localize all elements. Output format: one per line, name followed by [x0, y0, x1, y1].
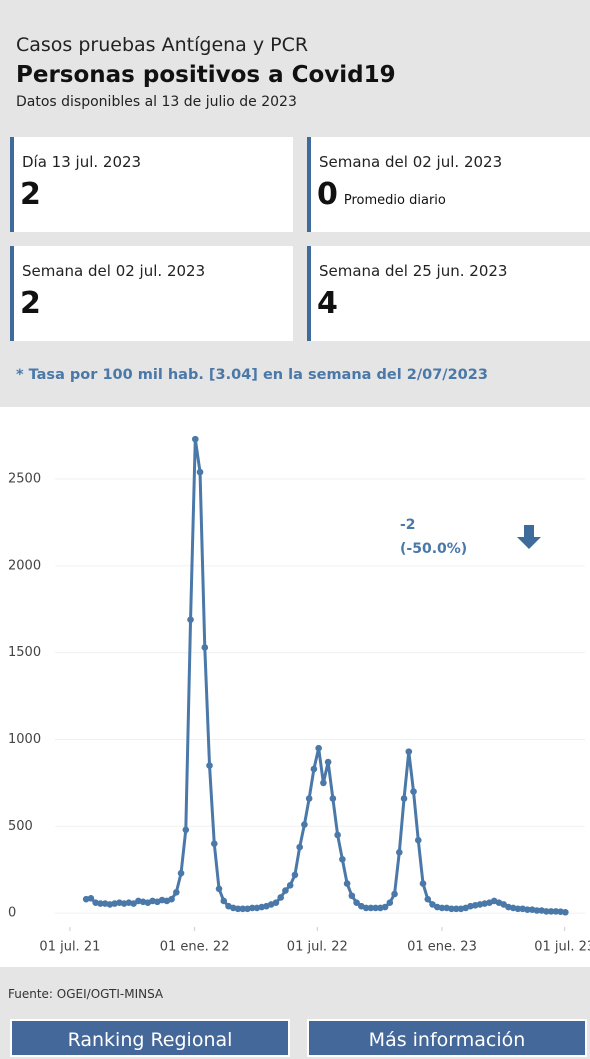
y-tick-label: 1500 — [8, 645, 41, 660]
card-value: 0 — [317, 177, 338, 212]
point — [291, 871, 299, 879]
point — [286, 882, 294, 889]
point — [562, 908, 569, 916]
source: Fuente: OGEI/OGTI-MINSA — [8, 987, 164, 1001]
card: Semana del 02 jul. 2023 0 Promedio diario — [307, 137, 590, 232]
card: Día 13 jul. 2023 2 — [10, 137, 293, 232]
point — [367, 904, 375, 912]
x-tick-label: 01 jul. 23 — [534, 940, 590, 955]
point — [201, 644, 209, 651]
card-label: Día 13 jul. 2023 — [22, 153, 142, 171]
point — [424, 895, 432, 903]
point — [177, 869, 185, 877]
point — [329, 795, 337, 802]
point — [334, 831, 341, 839]
point — [452, 905, 460, 913]
point — [215, 885, 223, 893]
point — [187, 616, 194, 623]
point — [272, 899, 280, 906]
chart: -2 (-50.0%) 0 500 1000 1500 2000 2500 01 jul. … — [0, 407, 590, 967]
point — [438, 904, 446, 912]
point — [234, 905, 242, 913]
point — [173, 888, 180, 896]
point — [182, 826, 190, 834]
point — [414, 836, 422, 844]
point — [448, 905, 455, 913]
point — [348, 892, 356, 900]
point — [282, 887, 289, 894]
point — [514, 905, 522, 913]
point — [362, 904, 370, 912]
card-label: Semana del 02 jul. 2023 — [22, 262, 206, 280]
y-tick-label: 500 — [8, 819, 33, 834]
card: Semana del 02 jul. 2023 2 — [10, 246, 293, 341]
y-tick-label: 0 — [8, 906, 16, 921]
point — [239, 905, 247, 913]
y-tick-label: 1000 — [8, 732, 41, 747]
card-label: Semana del 25 jun. 2023 — [319, 262, 508, 280]
point — [320, 779, 327, 787]
x-tick-label: 01 jul. 21 — [39, 940, 100, 955]
annotation-change: -2 — [400, 517, 416, 533]
point — [196, 468, 204, 476]
arrow-icon — [517, 525, 541, 549]
line — [85, 437, 566, 914]
point — [206, 762, 213, 769]
point — [305, 795, 313, 802]
point — [277, 894, 284, 901]
card-value: 0 Promedio diario — [317, 177, 446, 212]
x-tick-label: 01 jul. 22 — [287, 940, 348, 955]
y-tick-label: 2000 — [8, 558, 41, 573]
point — [395, 849, 403, 856]
x-tick-label: 01 ene. 22 — [160, 940, 230, 955]
point — [168, 895, 175, 903]
point — [405, 748, 413, 755]
point — [400, 795, 408, 802]
point — [410, 788, 417, 795]
point — [353, 899, 360, 906]
point — [97, 900, 104, 907]
subtitle: Casos pruebas Antígena y PCR — [16, 34, 309, 56]
point — [191, 435, 199, 443]
card-value: 4 — [317, 286, 338, 321]
point — [552, 908, 560, 915]
point — [343, 880, 351, 887]
date: Datos disponibles al 13 de julio de 2023 — [16, 94, 297, 110]
card-unit: Promedio diario — [343, 193, 446, 208]
point — [381, 903, 389, 911]
point — [87, 895, 95, 902]
point — [543, 908, 550, 915]
title: Personas positivos a Covid19 — [16, 62, 396, 88]
card-label: Semana del 02 jul. 2023 — [319, 153, 503, 171]
point — [391, 890, 398, 898]
point — [296, 843, 303, 851]
button[interactable]: Más información — [307, 1019, 587, 1057]
note: * Tasa por 100 mil hab. [3.04] en la sem… — [16, 367, 488, 383]
point — [310, 765, 318, 773]
point — [315, 744, 322, 752]
point — [419, 880, 427, 887]
button[interactable]: Ranking Regional — [10, 1019, 290, 1057]
point — [547, 908, 555, 915]
card-value: 2 — [20, 177, 41, 212]
point — [372, 904, 379, 912]
annotation-pct: (-50.0%) — [400, 541, 467, 557]
point — [386, 899, 394, 906]
card-value: 2 — [20, 286, 41, 321]
point — [210, 840, 218, 847]
point — [220, 897, 228, 905]
x-tick-label: 01 ene. 23 — [407, 940, 477, 955]
point — [339, 855, 346, 863]
point — [248, 904, 256, 912]
point — [533, 907, 541, 914]
card: Semana del 25 jun. 2023 4 — [307, 246, 590, 341]
point — [301, 821, 308, 828]
y-tick-label: 2500 — [8, 472, 41, 487]
point — [324, 758, 332, 766]
point — [524, 906, 531, 913]
